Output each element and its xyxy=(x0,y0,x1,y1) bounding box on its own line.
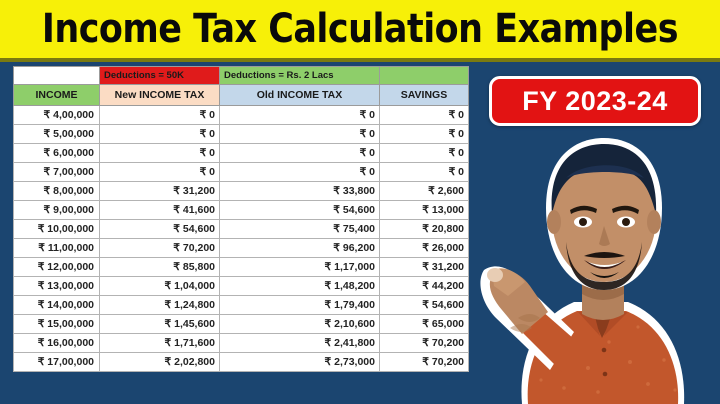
column-header-old-income-tax: Old INCOME TAX xyxy=(219,84,380,106)
cell-old_tax: ₹ 2,10,600 xyxy=(219,314,380,334)
table-row: ₹ 13,00,000 ₹ 1,04,000 ₹ 1,48,200 ₹ 44,200 xyxy=(13,276,469,296)
table-row: ₹ 9,00,000 ₹ 41,600 ₹ 54,600 ₹ 13,000 xyxy=(13,200,469,220)
presenter-cutout xyxy=(478,122,714,404)
cell-savings: ₹ 0 xyxy=(379,162,469,182)
cell-old_tax: ₹ 1,48,200 xyxy=(219,276,380,296)
group-header-old-tax-note: Deductions = Rs. 2 Lacs xyxy=(219,66,380,85)
group-header-blank xyxy=(13,66,100,85)
cell-income: ₹ 4,00,000 xyxy=(13,105,100,125)
cell-old_tax: ₹ 1,79,400 xyxy=(219,295,380,315)
cell-savings: ₹ 31,200 xyxy=(379,257,469,277)
cell-income: ₹ 16,00,000 xyxy=(13,333,100,353)
table-row: ₹ 10,00,000 ₹ 54,600 ₹ 75,400 ₹ 20,800 xyxy=(13,219,469,239)
title-underline-divider xyxy=(0,58,720,62)
page-title: Income Tax Calculation Examples xyxy=(41,6,679,52)
cell-income: ₹ 9,00,000 xyxy=(13,200,100,220)
column-header-income: INCOME xyxy=(13,84,100,106)
cell-new_tax: ₹ 1,45,600 xyxy=(99,314,220,334)
title-banner: Income Tax Calculation Examples xyxy=(0,0,720,58)
cell-income: ₹ 12,00,000 xyxy=(13,257,100,277)
table-row: ₹ 16,00,000 ₹ 1,71,600 ₹ 2,41,800 ₹ 70,200 xyxy=(13,333,469,353)
cell-new_tax: ₹ 2,02,800 xyxy=(99,352,220,372)
table-row: ₹ 8,00,000 ₹ 31,200 ₹ 33,800 ₹ 2,600 xyxy=(13,181,469,201)
cell-old_tax: ₹ 0 xyxy=(219,162,380,182)
cell-savings: ₹ 70,200 xyxy=(379,333,469,353)
cell-savings: ₹ 0 xyxy=(379,143,469,163)
cell-income: ₹ 5,00,000 xyxy=(13,124,100,144)
cell-old_tax: ₹ 75,400 xyxy=(219,219,380,239)
cell-income: ₹ 14,00,000 xyxy=(13,295,100,315)
cell-savings: ₹ 2,600 xyxy=(379,181,469,201)
cell-new_tax: ₹ 54,600 xyxy=(99,219,220,239)
cell-savings: ₹ 54,600 xyxy=(379,295,469,315)
group-header-savings-blank xyxy=(379,66,469,85)
table-row: ₹ 5,00,000 ₹ 0 ₹ 0 ₹ 0 xyxy=(13,124,469,144)
table-row: ₹ 4,00,000 ₹ 0 ₹ 0 ₹ 0 xyxy=(13,105,469,125)
tax-comparison-table-container: Deductions = 50K Deductions = Rs. 2 Lacs… xyxy=(13,66,469,372)
cell-income: ₹ 7,00,000 xyxy=(13,162,100,182)
cell-old_tax: ₹ 2,73,000 xyxy=(219,352,380,372)
column-header-savings: SAVINGS xyxy=(379,84,469,106)
group-header-new-tax-note: Deductions = 50K xyxy=(99,66,220,85)
table-row: ₹ 7,00,000 ₹ 0 ₹ 0 ₹ 0 xyxy=(13,162,469,182)
cell-new_tax: ₹ 1,24,800 xyxy=(99,295,220,315)
tax-comparison-table: Deductions = 50K Deductions = Rs. 2 Lacs… xyxy=(13,66,469,372)
table-row: ₹ 11,00,000 ₹ 70,200 ₹ 96,200 ₹ 26,000 xyxy=(13,238,469,258)
fy-badge: FY 2023-24 xyxy=(489,76,701,126)
cell-new_tax: ₹ 0 xyxy=(99,162,220,182)
cell-savings: ₹ 0 xyxy=(379,105,469,125)
cell-income: ₹ 6,00,000 xyxy=(13,143,100,163)
cell-savings: ₹ 70,200 xyxy=(379,352,469,372)
cell-savings: ₹ 13,000 xyxy=(379,200,469,220)
column-header-new-income-tax: New INCOME TAX xyxy=(99,84,220,106)
cell-savings: ₹ 26,000 xyxy=(379,238,469,258)
cell-old_tax: ₹ 96,200 xyxy=(219,238,380,258)
cell-income: ₹ 8,00,000 xyxy=(13,181,100,201)
cell-old_tax: ₹ 1,17,000 xyxy=(219,257,380,277)
cell-new_tax: ₹ 0 xyxy=(99,124,220,144)
fy-badge-label: FY 2023-24 xyxy=(522,85,668,116)
cell-income: ₹ 17,00,000 xyxy=(13,352,100,372)
cell-new_tax: ₹ 85,800 xyxy=(99,257,220,277)
table-row: ₹ 15,00,000 ₹ 1,45,600 ₹ 2,10,600 ₹ 65,000 xyxy=(13,314,469,334)
cell-new_tax: ₹ 41,600 xyxy=(99,200,220,220)
cell-savings: ₹ 65,000 xyxy=(379,314,469,334)
cell-income: ₹ 13,00,000 xyxy=(13,276,100,296)
cell-old_tax: ₹ 33,800 xyxy=(219,181,380,201)
cell-new_tax: ₹ 31,200 xyxy=(99,181,220,201)
cell-old_tax: ₹ 0 xyxy=(219,105,380,125)
cell-new_tax: ₹ 0 xyxy=(99,143,220,163)
cell-old_tax: ₹ 0 xyxy=(219,124,380,144)
table-group-header-row: Deductions = 50K Deductions = Rs. 2 Lacs xyxy=(13,66,469,85)
cell-old_tax: ₹ 0 xyxy=(219,143,380,163)
cell-old_tax: ₹ 54,600 xyxy=(219,200,380,220)
cell-new_tax: ₹ 1,04,000 xyxy=(99,276,220,296)
cell-income: ₹ 10,00,000 xyxy=(13,219,100,239)
table-row: ₹ 6,00,000 ₹ 0 ₹ 0 ₹ 0 xyxy=(13,143,469,163)
table-row: ₹ 12,00,000 ₹ 85,800 ₹ 1,17,000 ₹ 31,200 xyxy=(13,257,469,277)
cell-new_tax: ₹ 0 xyxy=(99,105,220,125)
cell-old_tax: ₹ 2,41,800 xyxy=(219,333,380,353)
table-column-header-row: INCOME New INCOME TAX Old INCOME TAX SAV… xyxy=(13,84,469,106)
table-row: ₹ 14,00,000 ₹ 1,24,800 ₹ 1,79,400 ₹ 54,600 xyxy=(13,295,469,315)
content-stage: Deductions = 50K Deductions = Rs. 2 Lacs… xyxy=(0,62,720,404)
table-row: ₹ 17,00,000 ₹ 2,02,800 ₹ 2,73,000 ₹ 70,200 xyxy=(13,352,469,372)
cell-new_tax: ₹ 70,200 xyxy=(99,238,220,258)
cell-savings: ₹ 44,200 xyxy=(379,276,469,296)
cell-savings: ₹ 20,800 xyxy=(379,219,469,239)
cell-income: ₹ 11,00,000 xyxy=(13,238,100,258)
cell-savings: ₹ 0 xyxy=(379,124,469,144)
cell-new_tax: ₹ 1,71,600 xyxy=(99,333,220,353)
cell-income: ₹ 15,00,000 xyxy=(13,314,100,334)
